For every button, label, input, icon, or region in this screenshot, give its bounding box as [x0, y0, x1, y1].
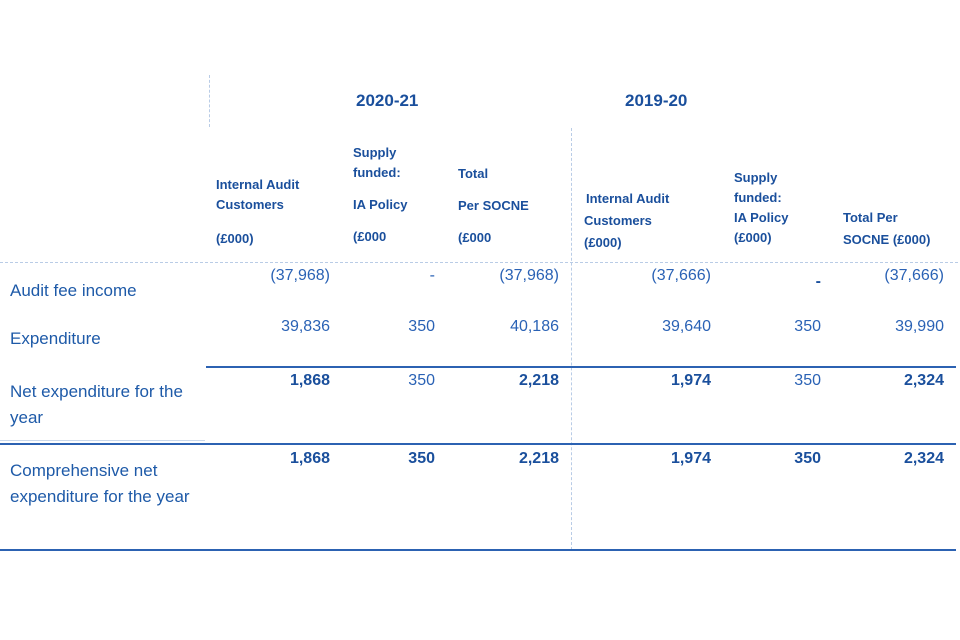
cell-value: (37,666): [651, 267, 711, 284]
row-label-audit-fee-income: Audit fee income: [10, 281, 137, 300]
col-header-supply-prior: Supply funded: IA Policy (£000): [734, 170, 789, 245]
divider: [0, 440, 205, 441]
cell-value: 350: [794, 372, 821, 389]
cell-value: 350: [408, 318, 435, 335]
row-label-expenditure: Expenditure: [10, 329, 101, 348]
year-heading-current: 2020-21: [356, 91, 419, 110]
cell-value: 350: [408, 372, 435, 389]
divider: [206, 366, 956, 368]
divider: [0, 443, 956, 445]
cell-value: 350: [794, 318, 821, 335]
cell-value: 2,324: [903, 450, 944, 467]
cell-value: 1,974: [670, 372, 711, 389]
col-header-total-current: Total Per SOCNE (£000: [458, 166, 529, 245]
cell-value: 39,836: [281, 318, 330, 335]
cell-value: 1,868: [289, 372, 330, 389]
col-header-ia-customers-current: Internal Audit Customers (£000): [216, 177, 300, 246]
cell-value: (37,968): [270, 267, 330, 284]
year-heading-prior: 2019-20: [625, 91, 688, 110]
cell-value: 39,640: [662, 318, 711, 335]
divider: [209, 75, 210, 127]
cell-value: (37,666): [884, 267, 944, 284]
cell-value: 2,324: [903, 372, 944, 389]
divider: [0, 262, 958, 263]
cell-value: (37,968): [499, 267, 559, 284]
cell-value: -: [815, 273, 821, 290]
cell-value: 2,218: [518, 450, 559, 467]
row-label-comprehensive-net-expenditure: Comprehensive net expenditure for the ye…: [10, 461, 190, 506]
cell-value: 1,974: [670, 450, 711, 467]
cell-value: 2,218: [518, 372, 559, 389]
cell-value: 1,868: [289, 450, 330, 467]
cell-value: -: [429, 267, 435, 284]
cell-value: 350: [408, 450, 435, 467]
col-header-ia-customers-prior: Internal Audit Customers (£000): [584, 191, 670, 250]
divider: [0, 549, 956, 551]
divider: [571, 128, 572, 550]
row-label-net-expenditure: Net expenditure for the year: [10, 382, 183, 427]
col-header-total-prior: Total Per SOCNE (£000): [843, 210, 931, 247]
cell-value: 350: [794, 450, 821, 467]
col-header-supply-current: Supply funded: IA Policy (£000: [353, 145, 408, 244]
cell-value: 39,990: [895, 318, 944, 335]
cell-value: 40,186: [510, 318, 559, 335]
